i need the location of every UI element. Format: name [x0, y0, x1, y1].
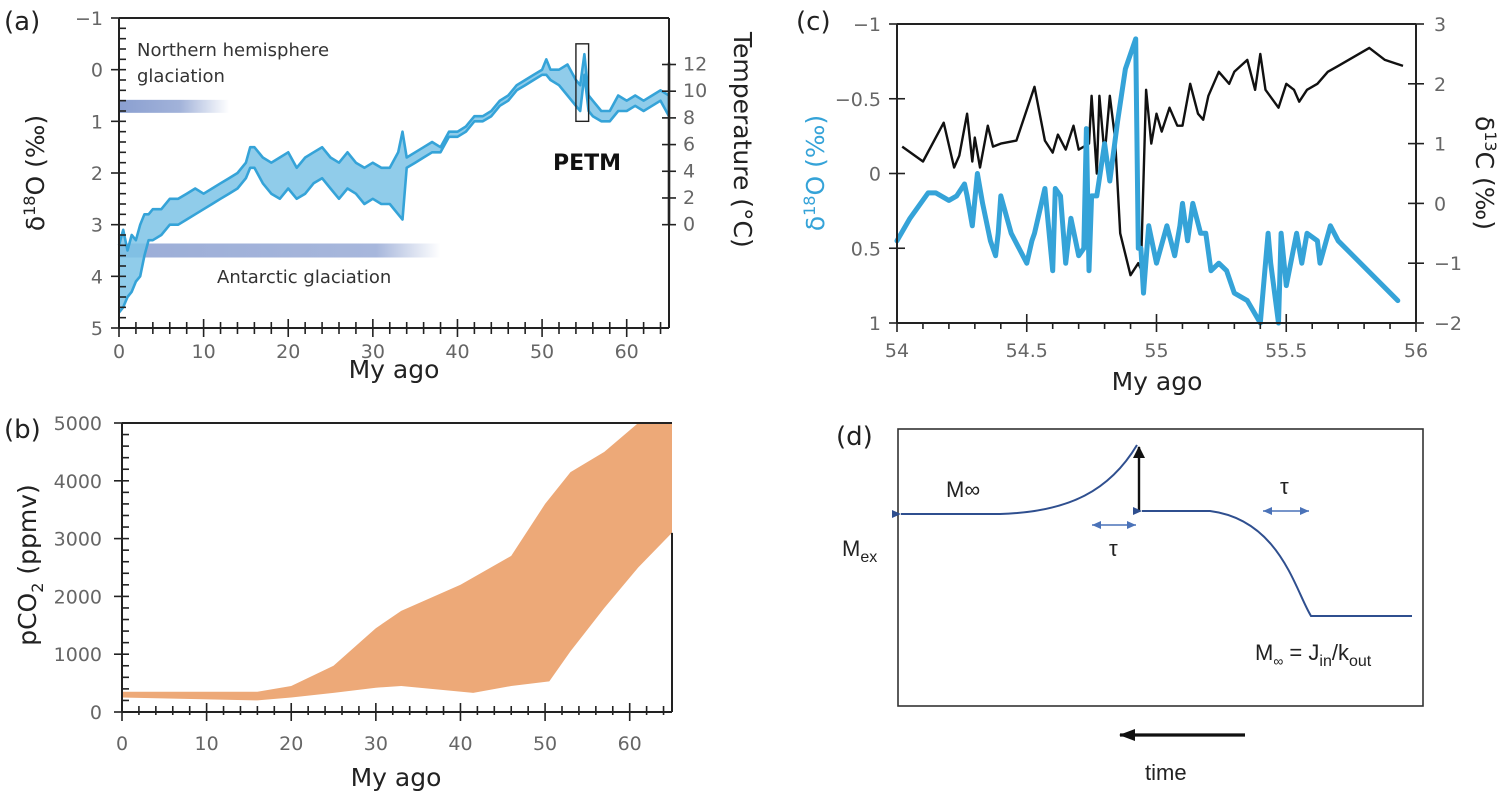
- right-y-tick-label: −1: [1434, 253, 1462, 275]
- panel-d-diagram: (d) M∞ Mex τ τ M∞ = Jin/kout time: [836, 422, 1424, 785]
- d13c-line: [901, 46, 1404, 277]
- temperature-tick-label: 12: [683, 54, 707, 76]
- y-tick-label: 1: [91, 111, 103, 133]
- right-y-tick-label: 3: [1434, 14, 1446, 36]
- time-label: time: [1145, 760, 1187, 785]
- m-inf-label: M∞: [946, 477, 980, 502]
- d18o-envelope-fill: [119, 54, 669, 313]
- panel-c-xlabel: My ago: [1112, 367, 1203, 396]
- nh-glaciation-label-line2: glaciation: [137, 66, 225, 87]
- right-y-tick-label: 1: [1434, 134, 1446, 156]
- rise-curve: [892, 444, 1138, 518]
- temperature-tick-label: 6: [683, 134, 695, 156]
- d18o-upper-line: [117, 52, 670, 252]
- panel-b-axes: 0 1000 2000 3000 4000 5000 0 10 20 30 40 50 60: [54, 413, 673, 755]
- y-tick-label: 0: [91, 60, 103, 82]
- temperature-tick-label: 4: [683, 160, 695, 182]
- steady-state-equation: M∞ = Jin/kout: [1255, 640, 1372, 670]
- x-tick-label: 40: [448, 733, 472, 755]
- d18o-line: [894, 36, 1401, 326]
- right-y-tick-label: −2: [1434, 313, 1462, 335]
- y-tick-label: 2: [91, 163, 103, 185]
- x-tick-label: 20: [276, 341, 300, 363]
- temperature-tick-label: 10: [683, 80, 707, 102]
- panel-a-y2label: Temperature (°C): [728, 31, 757, 248]
- y-tick-label: 3: [91, 215, 103, 237]
- x-tick-label: 50: [530, 341, 554, 363]
- y-tick-label: 3000: [54, 529, 102, 551]
- nh-glaciation-bar: [119, 99, 229, 113]
- y-tick-label: 5: [91, 318, 103, 340]
- pco2-range-fill: [122, 423, 672, 701]
- x-tick-label: 55.5: [1265, 340, 1307, 362]
- antarctic-glaciation-bar: [119, 243, 441, 258]
- left-y-tick-label: −1: [853, 14, 881, 36]
- x-tick-label: 60: [618, 733, 642, 755]
- left-y-tick-label: 1: [869, 313, 881, 335]
- x-tick-label: 30: [364, 733, 388, 755]
- left-y-tick-label: 0: [869, 164, 881, 186]
- decay-curve: [1133, 507, 1412, 617]
- x-tick-label: 10: [195, 733, 219, 755]
- panel-c: (c) −1 −0.5 0 0.5 1 3 2 1 0 −1 −2 54 54.5 55 55.5 56 My…: [796, 7, 1500, 396]
- x-tick-label: 40: [445, 341, 469, 363]
- x-tick-label: 0: [116, 733, 128, 755]
- panel-a-ylabel: δ18O (‰): [20, 115, 50, 231]
- x-tick-label: 20: [279, 733, 303, 755]
- diagram-frame: [897, 428, 1424, 707]
- x-tick-label: 10: [192, 341, 216, 363]
- nh-glaciation-label-line1: Northern hemisphere: [137, 40, 329, 61]
- temperature-tick-label: 8: [683, 107, 695, 129]
- left-y-tick-label: 0.5: [851, 238, 881, 260]
- panel-c-ylabel: δ18O (‰): [800, 115, 830, 231]
- x-tick-label: 30: [361, 341, 385, 363]
- petm-label: PETM: [553, 151, 621, 176]
- panel-a-xlabel: My ago: [349, 355, 440, 384]
- y-tick-label: −1: [75, 8, 103, 30]
- x-tick-label: 50: [533, 733, 557, 755]
- panel-c-series: [894, 36, 1404, 326]
- d18o-envelope: [117, 43, 671, 314]
- x-tick-label: 54.5: [1006, 340, 1048, 362]
- panel-d-label: (d): [836, 422, 873, 452]
- panel-b: (b) 0 1000 2000 3000 4000 5000 0 10 20 30 40 50 60 M…: [4, 413, 673, 792]
- y-tick-label: 1000: [54, 644, 102, 666]
- tau-right-label: τ: [1280, 474, 1289, 499]
- panel-c-y2label: δ13C (‰): [1470, 116, 1500, 230]
- m-ex-label: Mex: [842, 536, 877, 566]
- panel-b-ylabel: pCO2 (ppmv): [13, 484, 47, 646]
- panel-c-axes: −1 −0.5 0 0.5 1 3 2 1 0 −1 −2 54 54.5 55 55.5 56: [835, 14, 1462, 362]
- left-y-tick-label: −0.5: [835, 89, 881, 111]
- y-tick-label: 5000: [54, 413, 102, 435]
- right-y-tick-label: 0: [1434, 193, 1446, 215]
- x-tick-label: 0: [113, 341, 125, 363]
- temperature-tick-label: 2: [683, 187, 695, 209]
- y-tick-label: 2000: [54, 586, 102, 608]
- panel-b-xlabel: My ago: [351, 763, 442, 792]
- y-tick-label: 4000: [54, 471, 102, 493]
- panel-c-label: (c): [796, 7, 831, 37]
- antarctic-glaciation-label: Antarctic glaciation: [217, 267, 391, 288]
- panel-a-label: (a): [4, 7, 40, 37]
- y-tick-label: 0: [90, 702, 102, 724]
- x-tick-label: 54: [885, 340, 909, 362]
- petm-box: [575, 43, 590, 123]
- panel-b-label: (b): [4, 415, 41, 445]
- right-y-tick-label: 2: [1434, 74, 1446, 96]
- x-tick-label: 55: [1144, 340, 1168, 362]
- x-tick-label: 60: [615, 341, 639, 363]
- x-tick-label: 56: [1404, 340, 1428, 362]
- y-tick-label: 4: [91, 266, 103, 288]
- glaciation-bars: [119, 99, 441, 258]
- pco2-range: [122, 423, 672, 701]
- tau-left-label: τ: [1109, 536, 1118, 561]
- d18o-lower-line: [117, 73, 671, 314]
- temperature-tick-label: 0: [683, 214, 695, 236]
